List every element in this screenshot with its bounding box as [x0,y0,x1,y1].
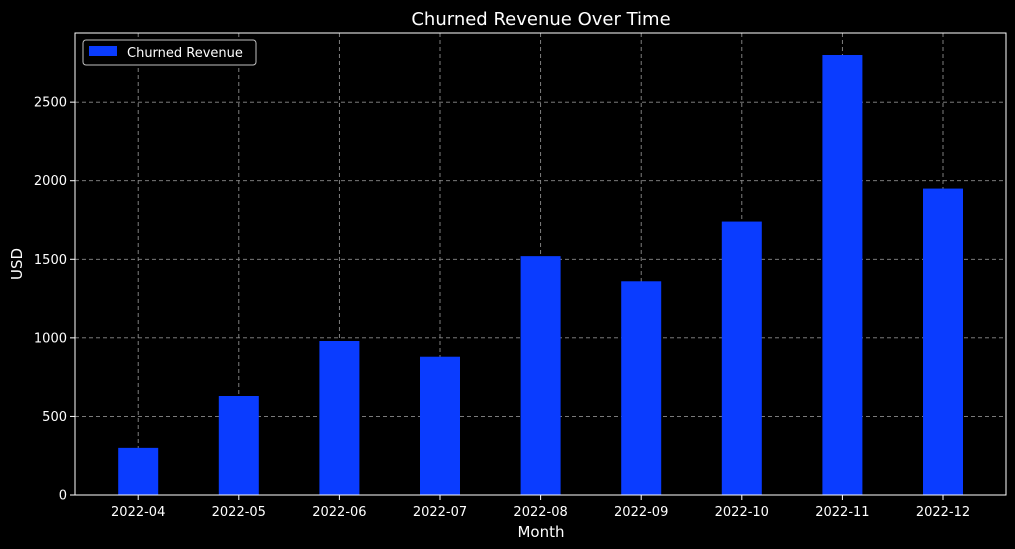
x-tick-label: 2022-09 [614,505,668,520]
bar-2022-07 [420,356,460,495]
bar-2022-11 [822,55,863,495]
bar-2022-04 [118,447,159,495]
chart-title: Churned Revenue Over Time [411,9,670,30]
y-tick-label: 0 [59,489,67,504]
y-tick-label: 2500 [34,96,67,111]
y-tick-label: 2000 [34,174,67,189]
bar-2022-05 [218,396,259,495]
x-tick-label: 2022-06 [312,505,366,520]
bar-2022-10 [721,221,762,496]
x-axis-label: Month [517,523,564,541]
plot-frame [74,32,1007,496]
x-tick-label: 2022-05 [212,505,266,520]
ticks: 0 500 1000 1500 2000 2500 2022-04 2022-05 2022-0… [34,96,970,520]
legend-box [82,39,257,66]
bars [118,55,963,496]
y-tick-label: 500 [42,410,67,425]
y-axis-label: USD [8,248,26,280]
x-tick-label: 2022-07 [413,505,467,520]
legend-swatch [89,46,117,56]
legend: Churned Revenue [82,39,257,66]
x-tick-label: 2022-11 [815,505,869,520]
bar-2022-06 [319,341,360,495]
y-tick-label: 1500 [34,253,67,268]
x-tick-label: 2022-12 [916,505,970,520]
y-tick-label: 1000 [34,331,67,346]
x-tick-label: 2022-10 [715,505,769,520]
bar-2022-09 [621,281,662,495]
x-tick-label: 2022-08 [513,505,567,520]
legend-label: Churned Revenue [127,46,243,61]
x-tick-label: 2022-04 [111,505,165,520]
bar-2022-08 [520,256,561,495]
bar-2022-12 [923,188,963,496]
